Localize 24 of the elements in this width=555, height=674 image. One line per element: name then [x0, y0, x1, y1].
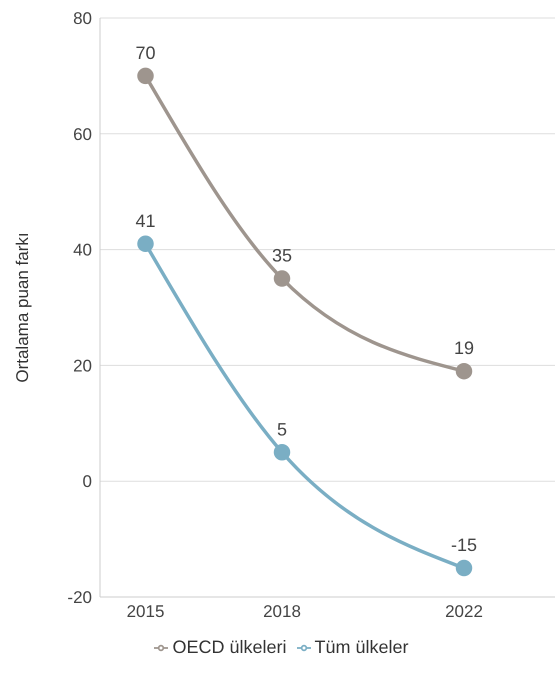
y-axis-title: Ortalama puan farkı — [13, 232, 32, 383]
legend-label: OECD ülkeleri — [172, 637, 286, 657]
data-label: 35 — [272, 246, 292, 266]
point — [274, 270, 290, 287]
point — [456, 362, 472, 380]
y-tick-label: 20 — [73, 356, 92, 376]
point — [137, 236, 154, 252]
legend-label: Tüm ülkeler — [314, 637, 409, 657]
y-tick-label: 80 — [73, 9, 92, 28]
point — [274, 444, 290, 460]
x-tick-label: 2022 — [445, 602, 483, 622]
y-tick-label: 40 — [73, 240, 92, 260]
data-label: 70 — [135, 42, 156, 63]
x-tick-label: 2018 — [263, 602, 301, 622]
data-label: -15 — [450, 535, 478, 556]
point — [137, 68, 154, 84]
y-tick-label: 0 — [82, 472, 92, 492]
data-label: 41 — [135, 210, 156, 231]
point — [456, 560, 472, 576]
data-label: 5 — [276, 419, 288, 440]
y-tick-label: 60 — [73, 124, 92, 144]
data-label: 19 — [454, 338, 474, 358]
x-tick-label: 2015 — [126, 602, 164, 622]
y-tick-label: -20 — [67, 588, 92, 608]
